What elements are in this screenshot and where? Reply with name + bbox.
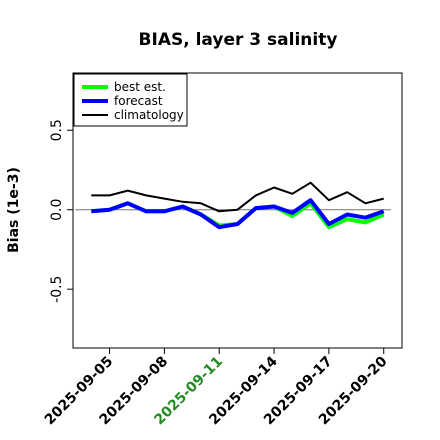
legend-label: best est.: [114, 80, 166, 94]
plot-frame: [72, 72, 403, 349]
series-line-climatology: [91, 181, 384, 213]
series-line-forecast: [91, 198, 385, 230]
y-axis-label: Bias (1e-3): [6, 167, 22, 253]
y-tick-label: -0.5: [49, 276, 65, 303]
legend-label: forecast: [114, 94, 163, 108]
y-tick-label: 0.5: [49, 119, 65, 141]
y-tick-label: 0.0: [49, 199, 65, 221]
x-axis: 2025-09-052025-09-082025-09-112025-09-14…: [42, 348, 391, 428]
series-layer: [91, 181, 385, 230]
y-axis: -0.5 0.0 0.5: [49, 119, 73, 303]
chart-title: BIAS, layer 3 salinity: [139, 30, 338, 50]
legend-label: climatology: [114, 108, 184, 122]
